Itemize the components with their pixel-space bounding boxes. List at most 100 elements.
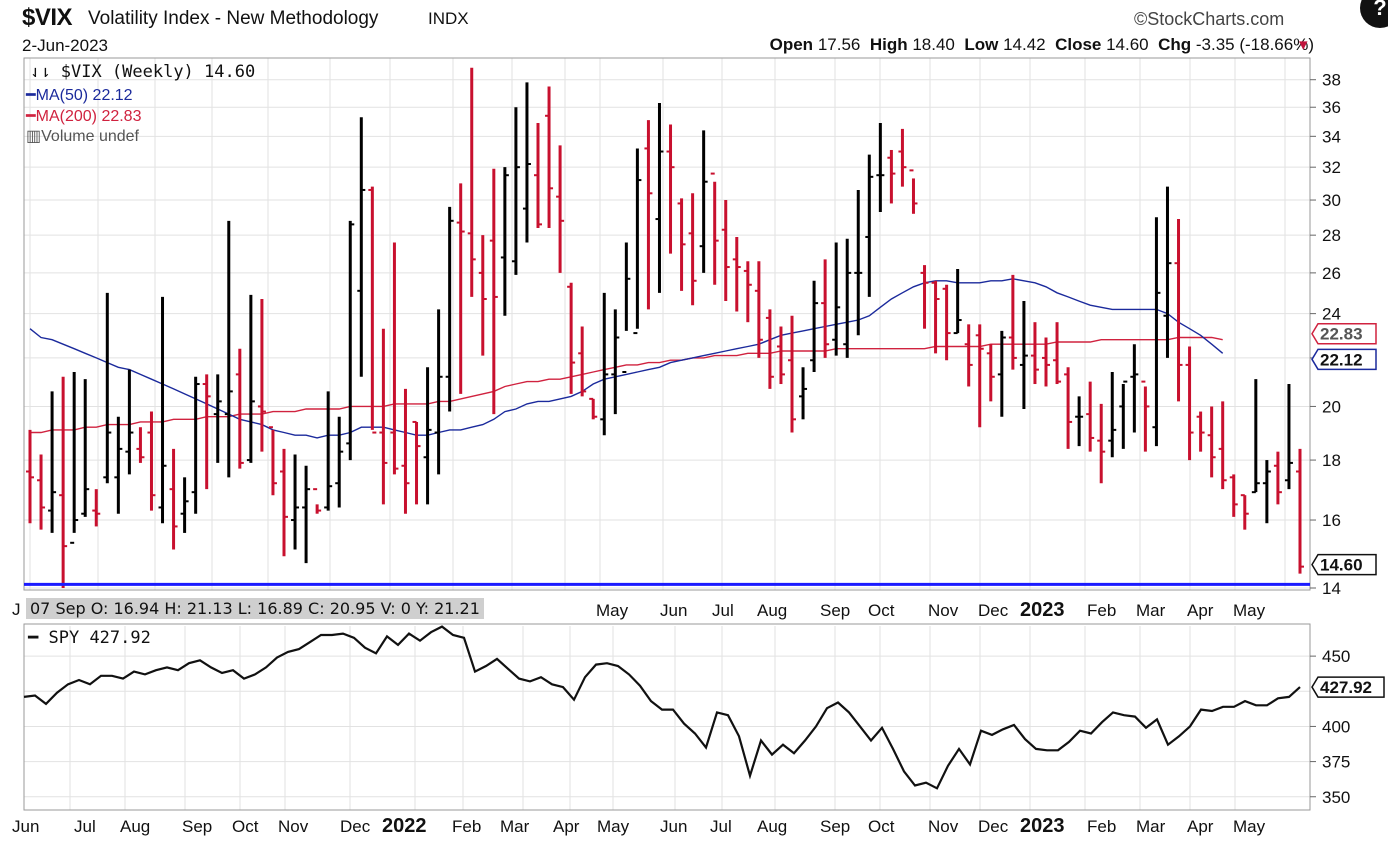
symbol-name: Volatility Index - New Methodology [88, 8, 379, 29]
ohlc-bar [865, 154, 874, 297]
ohlc-bar [434, 309, 443, 475]
last-value-badge: 14.60 [1311, 553, 1377, 576]
ohlc-bar [1284, 384, 1293, 490]
ma200-line [30, 336, 1223, 434]
ma200-legend-swatch: ━ [26, 108, 36, 125]
spy-x-month-label: Apr [553, 817, 580, 836]
legend-volume: Volume undef [41, 128, 139, 145]
spy-panel-grid [23, 626, 1310, 810]
ohlc-bar [776, 326, 785, 385]
y-tick-label: 30 [1322, 191, 1341, 210]
ohlc-bar [743, 261, 752, 323]
ohlc-bar [1262, 460, 1271, 524]
ohlc-bar [942, 284, 951, 361]
ohlc-bar [1130, 344, 1139, 433]
spy-x-month-label: Oct [868, 817, 895, 836]
ohlc-bar [953, 268, 962, 335]
brand-watermark[interactable]: ©StockCharts.com [1134, 9, 1285, 29]
ma50-legend-swatch: ━ [26, 87, 36, 104]
ohlc-bar [710, 172, 719, 285]
ohlc-bar [1053, 322, 1062, 385]
ohlc-bar [611, 309, 620, 415]
spy-last-value-badge-text: 427.92 [1320, 678, 1372, 697]
ohlc-bar [59, 376, 68, 588]
ohlc-bar [302, 465, 311, 564]
ohlc-bar [1296, 448, 1304, 574]
ohlc-bar [191, 376, 200, 514]
ohlc-bar [1042, 337, 1050, 387]
ohlc-bar [578, 326, 587, 397]
ohlc-bar [246, 294, 255, 463]
legend-volume-row: ▥Volume undef [26, 126, 139, 146]
spy-y-axis: 350 375 400 450 [1310, 647, 1350, 807]
spy-x-month-label: Aug [120, 817, 150, 836]
ohlc-bar [368, 186, 377, 434]
y-tick-label: 14 [1322, 579, 1341, 598]
ohlc-bar [1240, 494, 1249, 530]
ma200-value-badge-shape [1311, 322, 1377, 345]
value-badges: 22.83 22.12 14.60 427.92 [1311, 322, 1385, 698]
ohlc-bar [213, 374, 222, 463]
chg-value: -3.35 (-18.66%) [1195, 35, 1314, 54]
ohlc-bar [986, 344, 995, 402]
high-label: High [869, 35, 908, 54]
ohlc-bar [1030, 322, 1039, 385]
ohlc-bar [489, 168, 498, 415]
ohlc-bar [445, 206, 454, 412]
legend-ma200: MA(200) 22.83 [35, 108, 142, 125]
ma200-value-badge-text: 22.83 [1320, 325, 1363, 344]
spy-x-month-label: Oct [232, 817, 259, 836]
x-month-label: May [596, 601, 629, 620]
spy-line [23, 625, 1301, 790]
spy-x-year-label: 2022 [382, 815, 427, 837]
spy-x-month-label: Mar [500, 817, 530, 836]
ohlc-bar [456, 183, 465, 394]
ohlc-bar [677, 198, 686, 291]
ohlc-bar [876, 123, 885, 213]
y-tick-label: 18 [1322, 451, 1341, 470]
info-strip-lead: J [12, 600, 21, 619]
y-tick-label: 20 [1322, 397, 1341, 416]
ohlc-bar [931, 280, 940, 354]
ohlc-bar [169, 448, 178, 550]
y-tick-label: 28 [1322, 226, 1341, 245]
spy-x-month-label: Jul [74, 817, 96, 836]
ohlc-bar [202, 374, 211, 490]
low-label: Low [964, 35, 999, 54]
exchange: INDX [428, 9, 469, 28]
chg-label: Chg [1158, 35, 1192, 54]
ohlc-bar [1163, 186, 1172, 358]
legend-ma50-row: ━MA(50) 22.12 [26, 85, 133, 105]
ma200-value-badge: 22.83 [1311, 322, 1377, 345]
x-month-label: Dec [978, 601, 1009, 620]
ohlc-bar [346, 220, 355, 461]
ohlc-bar [556, 145, 565, 273]
ohlc-bar [1119, 380, 1128, 449]
legend-ma50: MA(50) 22.12 [35, 87, 133, 104]
x-month-label: May [1233, 601, 1266, 620]
ohlc-bar [821, 259, 830, 358]
x-month-label: Jul [712, 601, 734, 620]
ohlc-bar [600, 292, 609, 436]
x-month-label: Aug [757, 601, 787, 620]
ohlc-bar [70, 371, 79, 544]
main-panel-grid [24, 58, 1310, 590]
ohlc-bar [721, 200, 730, 302]
ma50-value-badge-shape [1311, 348, 1377, 371]
ohlc-bar [257, 298, 266, 452]
ohlc-bar [854, 189, 863, 336]
ohlc-bar [1229, 474, 1238, 517]
spy-x-month-label: Sep [182, 817, 212, 836]
ohlc-bar [1251, 379, 1260, 494]
spy-x-month-label: May [1233, 817, 1266, 836]
spy-x-month-label: Mar [1136, 817, 1166, 836]
y-tick-label: 16 [1322, 511, 1341, 530]
high-value: 18.40 [912, 35, 955, 54]
main-x-axis: May Jun Jul Aug Sep Oct Nov Dec 2023 Feb Mar Apr May [596, 599, 1266, 621]
ohlc-bar [964, 324, 973, 387]
ohlc-readout: Open 17.56 High 18.40 Low 14.42 Close 14… [770, 35, 1314, 55]
bar-date: 2-Jun-2023 [22, 36, 109, 55]
ohlc-bar [81, 379, 90, 517]
y-tick-label: 36 [1322, 98, 1341, 117]
